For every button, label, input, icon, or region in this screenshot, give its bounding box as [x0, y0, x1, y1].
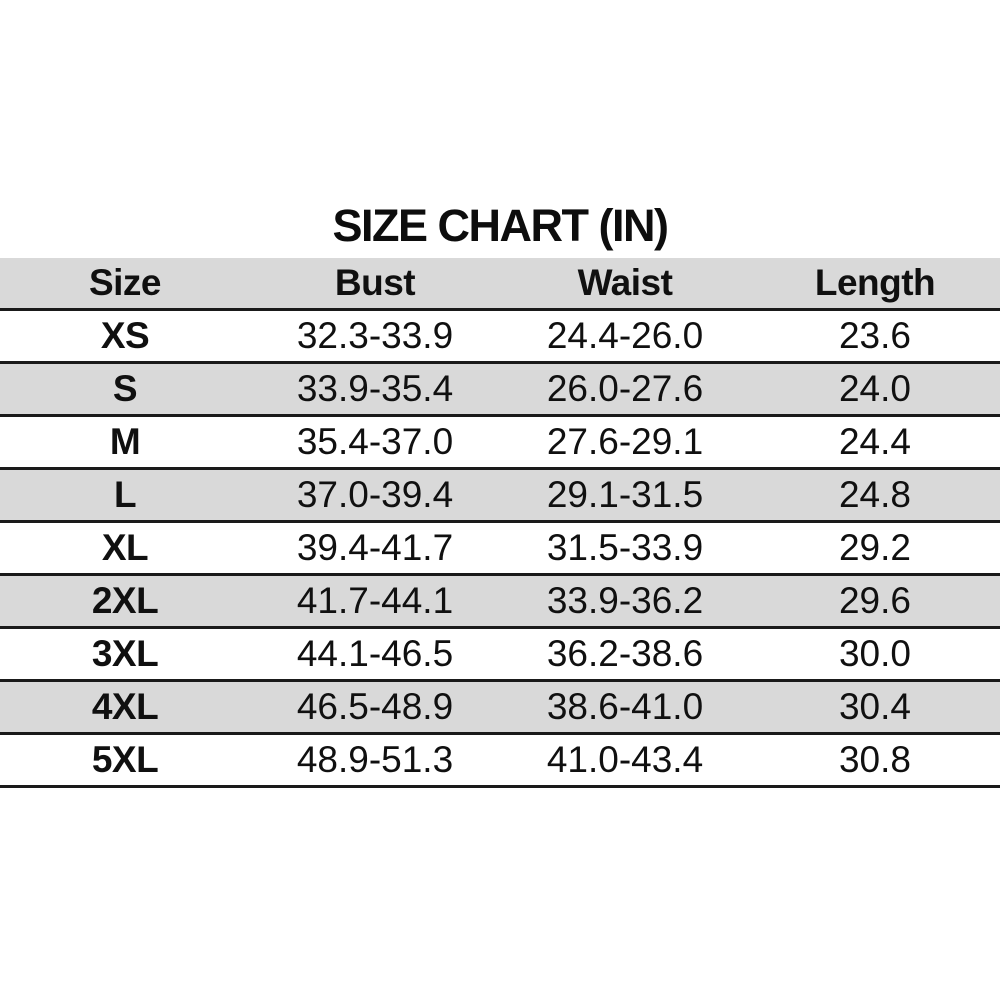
- size-cell: 4XL: [0, 680, 250, 735]
- table-row-4xl: 4XL 46.5-48.9 38.6-41.0 30.4: [0, 680, 1000, 735]
- length-cell: 24.4: [750, 415, 1000, 470]
- col-header-size: Size: [0, 258, 250, 311]
- waist-cell: 38.6-41.0: [500, 680, 750, 735]
- header-row: Size Bust Waist Length: [0, 258, 1000, 311]
- waist-cell: 31.5-33.9: [500, 521, 750, 576]
- waist-cell: 26.0-27.6: [500, 362, 750, 417]
- length-cell: 30.8: [750, 733, 1000, 788]
- waist-cell: 24.4-26.0: [500, 309, 750, 364]
- size-cell: S: [0, 362, 250, 417]
- size-cell: 2XL: [0, 574, 250, 629]
- waist-cell: 33.9-36.2: [500, 574, 750, 629]
- length-cell: 30.0: [750, 627, 1000, 682]
- length-cell: 29.6: [750, 574, 1000, 629]
- size-cell: L: [0, 468, 250, 523]
- table-row-s: S 33.9-35.4 26.0-27.6 24.0: [0, 362, 1000, 417]
- bust-cell: 39.4-41.7: [250, 521, 500, 576]
- size-cell: M: [0, 415, 250, 470]
- bust-cell: 33.9-35.4: [250, 362, 500, 417]
- bust-cell: 41.7-44.1: [250, 574, 500, 629]
- table-row-3xl: 3XL 44.1-46.5 36.2-38.6 30.0: [0, 627, 1000, 682]
- table-row-xs: XS 32.3-33.9 24.4-26.0 23.6: [0, 309, 1000, 364]
- length-cell: 23.6: [750, 309, 1000, 364]
- size-chart-table: Size Bust Waist Length XS 32.3-33.9 24.4…: [0, 258, 1000, 788]
- table-row-xl: XL 39.4-41.7 31.5-33.9 29.2: [0, 521, 1000, 576]
- waist-cell: 27.6-29.1: [500, 415, 750, 470]
- bust-cell: 46.5-48.9: [250, 680, 500, 735]
- bust-cell: 37.0-39.4: [250, 468, 500, 523]
- page-title: SIZE CHART (IN): [332, 200, 669, 251]
- table-header: Size Bust Waist Length: [0, 258, 1000, 311]
- bust-cell: 35.4-37.0: [250, 415, 500, 470]
- size-cell: 3XL: [0, 627, 250, 682]
- table-row-5xl: 5XL 48.9-51.3 41.0-43.4 30.8: [0, 733, 1000, 788]
- length-cell: 24.8: [750, 468, 1000, 523]
- length-cell: 29.2: [750, 521, 1000, 576]
- col-header-length: Length: [750, 258, 1000, 311]
- bust-cell: 32.3-33.9: [250, 309, 500, 364]
- col-header-bust: Bust: [250, 258, 500, 311]
- size-cell: XL: [0, 521, 250, 576]
- col-header-waist: Waist: [500, 258, 750, 311]
- bust-cell: 44.1-46.5: [250, 627, 500, 682]
- table-row-l: L 37.0-39.4 29.1-31.5 24.8: [0, 468, 1000, 523]
- bust-cell: 48.9-51.3: [250, 733, 500, 788]
- size-cell: 5XL: [0, 733, 250, 788]
- waist-cell: 41.0-43.4: [500, 733, 750, 788]
- table-body: XS 32.3-33.9 24.4-26.0 23.6 S 33.9-35.4 …: [0, 309, 1000, 788]
- waist-cell: 36.2-38.6: [500, 627, 750, 682]
- waist-cell: 29.1-31.5: [500, 468, 750, 523]
- size-cell: XS: [0, 309, 250, 364]
- length-cell: 30.4: [750, 680, 1000, 735]
- length-cell: 24.0: [750, 362, 1000, 417]
- table-row-2xl: 2XL 41.7-44.1 33.9-36.2 29.6: [0, 574, 1000, 629]
- table-row-m: M 35.4-37.0 27.6-29.1 24.4: [0, 415, 1000, 470]
